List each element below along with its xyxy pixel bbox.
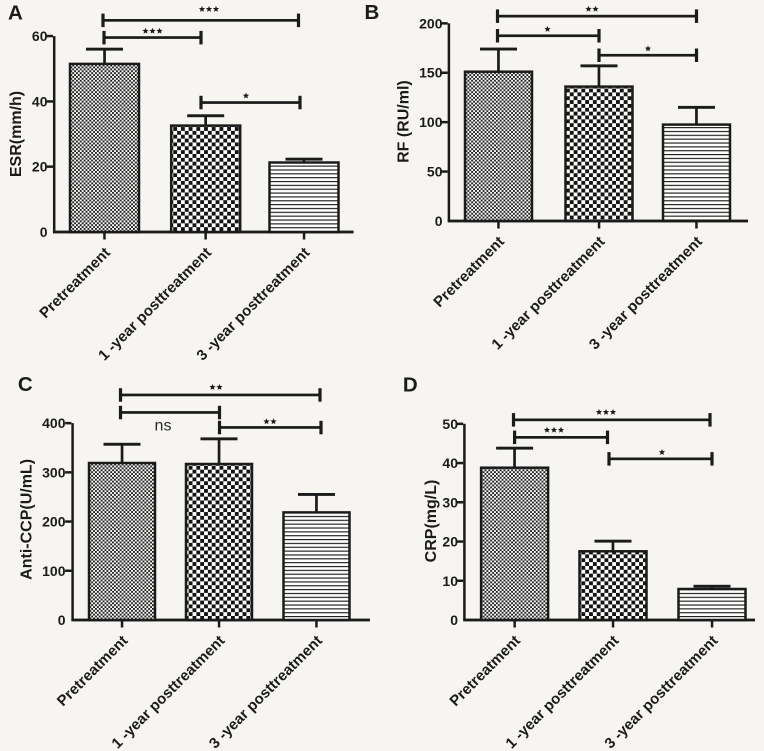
svg-text:0: 0 — [450, 612, 458, 628]
svg-text:ESR(mm/h): ESR(mm/h) — [8, 91, 25, 177]
svg-text:0: 0 — [40, 224, 48, 240]
svg-text:40: 40 — [32, 93, 48, 109]
svg-text:10: 10 — [442, 573, 458, 589]
svg-text:100: 100 — [419, 114, 443, 130]
svg-text:400: 400 — [42, 415, 66, 431]
svg-text:RF (RU/ml): RF (RU/ml) — [396, 80, 413, 163]
svg-text:ns: ns — [155, 417, 172, 434]
svg-text:20: 20 — [442, 534, 458, 550]
svg-text:30: 30 — [442, 494, 458, 510]
svg-text:B: B — [365, 1, 380, 24]
svg-text:100: 100 — [42, 563, 66, 579]
svg-text:0: 0 — [58, 612, 66, 628]
svg-text:50: 50 — [427, 164, 443, 180]
svg-text:20: 20 — [32, 159, 48, 175]
svg-text:Anti-CCP(U/mL): Anti-CCP(U/mL) — [19, 459, 36, 580]
svg-text:60: 60 — [32, 28, 48, 44]
svg-text:40: 40 — [442, 455, 458, 471]
svg-text:200: 200 — [42, 514, 66, 530]
svg-text:0: 0 — [435, 213, 443, 229]
svg-text:50: 50 — [442, 416, 458, 432]
svg-text:C: C — [18, 373, 33, 396]
svg-text:D: D — [403, 374, 418, 397]
svg-text:300: 300 — [42, 464, 66, 480]
svg-text:150: 150 — [419, 65, 443, 81]
svg-text:A: A — [8, 2, 23, 25]
svg-text:CRP(mg/L): CRP(mg/L) — [423, 480, 440, 563]
svg-text:200: 200 — [419, 15, 443, 31]
